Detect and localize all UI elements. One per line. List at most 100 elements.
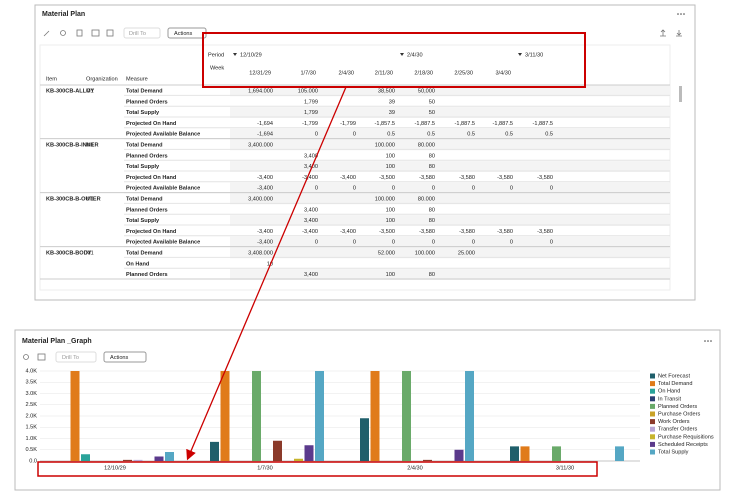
drill-to-button[interactable] [123, 27, 161, 39]
drill-to-button[interactable] [55, 351, 97, 363]
x-tick-label: 1/7/30 [257, 465, 273, 471]
y-tick-label: 2.0K [25, 413, 37, 419]
legend-swatch [650, 449, 655, 455]
cell-value: 0.5 [545, 132, 553, 138]
cell-value: 0 [550, 240, 553, 246]
cell-value: 1,799 [304, 99, 318, 105]
highlight-box [37, 461, 598, 477]
cell-value: 100.000 [375, 196, 395, 202]
week-header: 1/7/30 [300, 70, 316, 76]
cell-value: -3,580 [419, 229, 435, 235]
measure: Total Demand [126, 250, 163, 256]
cell-value: -3,400 [257, 240, 273, 246]
menu-dots[interactable] [704, 340, 712, 342]
cell-value: -1,887.5 [532, 121, 553, 127]
toolbar-icons[interactable] [43, 29, 682, 37]
cell-value: -3,400 [257, 175, 273, 181]
cell-value: -3,500 [379, 175, 395, 181]
cell-value: -1,799 [302, 121, 318, 127]
measure: Projected Available Balance [126, 186, 200, 192]
bar [520, 446, 530, 461]
col-header: Period [208, 52, 224, 58]
cell-value: -3,580 [419, 175, 435, 181]
cell-value: 1,799 [304, 110, 318, 116]
legend-swatch [650, 388, 655, 394]
bar [360, 418, 369, 461]
y-tick-label: 3.0K [25, 391, 37, 397]
col-header: Week [210, 65, 224, 71]
cell-value: 0 [472, 240, 475, 246]
row-band [230, 215, 670, 226]
bar [370, 371, 380, 461]
measure: Planned Orders [126, 153, 168, 159]
cell-value: -1,887.5 [454, 121, 475, 127]
row-band [230, 193, 670, 205]
bar [615, 446, 624, 461]
measure: Total Supply [126, 110, 160, 116]
legend-label: Total Demand [658, 381, 693, 387]
cell-value: 0.5 [467, 132, 475, 138]
week-header: 3/4/30 [495, 70, 511, 76]
bar [123, 459, 132, 461]
cell-value: 100 [386, 207, 395, 213]
period-header: 2/4/30 [407, 52, 423, 58]
cell-value: 3,400 [304, 164, 318, 170]
cell-value: 100.000 [415, 250, 435, 256]
bar [133, 459, 143, 461]
actions-button[interactable] [103, 351, 147, 363]
cell-value: 50 [429, 110, 435, 116]
cell-value: 0 [353, 240, 356, 246]
legend-swatch [650, 441, 655, 447]
cell-value: 3,400.000 [248, 196, 273, 202]
measure: Projected On Hand [126, 175, 177, 181]
graph-toolbar-icons[interactable] [23, 353, 46, 361]
scrollbar[interactable] [679, 86, 682, 102]
cell-value: 39 [389, 99, 395, 105]
cell-value: 39 [389, 110, 395, 116]
cell-value: 100 [386, 164, 395, 170]
cell-value: 0.5 [387, 132, 395, 138]
period-header: 12/10/29 [240, 52, 262, 58]
measure: Total Demand [126, 196, 163, 202]
cell-value: 50,000 [418, 88, 435, 94]
row-band [230, 128, 670, 140]
y-tick-label: 0.0 [29, 458, 37, 464]
x-tick-label: 3/11/30 [556, 465, 574, 471]
week-header: 2/18/30 [414, 70, 433, 76]
bar [454, 449, 464, 461]
legend-label: Scheduled Receipts [658, 442, 708, 448]
organization: M1 [86, 142, 94, 148]
bar [165, 452, 174, 461]
cell-value: -3,500 [379, 229, 395, 235]
row-band [230, 182, 670, 194]
menu-dots[interactable] [677, 13, 685, 15]
cell-value: 100 [386, 153, 395, 159]
row-band [230, 269, 670, 280]
cell-value: -3,580 [459, 175, 475, 181]
legend-label: Net Forecast [658, 373, 690, 379]
row-band [230, 236, 670, 248]
legend-label: Planned Orders [658, 404, 697, 410]
cell-value: -3,400 [302, 175, 318, 181]
chart: 0.0 0.5K 1.0K 1.5K 2.0K 2.5K 3.0K 3.5K 4.0K 12/10… [25, 368, 713, 471]
period-header: 3/11/30 [525, 52, 543, 58]
measure: Total Demand [126, 142, 163, 148]
item-name: KB-300CB-BODY [46, 250, 92, 256]
bar [510, 446, 519, 461]
row-band [230, 85, 670, 97]
col-header: Organization [86, 76, 118, 82]
cell-value: -3,400 [340, 175, 356, 181]
drill-to-label: Drill To [62, 355, 79, 361]
cell-value: -1,694 [257, 132, 273, 138]
cell-value: -3,400 [257, 186, 273, 192]
y-tick-label: 1.0K [25, 436, 37, 442]
legend-swatch [650, 381, 655, 387]
cell-value: 80 [429, 272, 435, 278]
cell-value: 0 [315, 132, 318, 138]
y-tick-label: 3.5K [25, 380, 37, 386]
item-name: KB-300CB-B-OUTER [46, 196, 101, 202]
week-header: 2/11/30 [375, 70, 393, 76]
actions-label: Actions [110, 355, 129, 361]
cell-value: 0 [353, 132, 356, 138]
